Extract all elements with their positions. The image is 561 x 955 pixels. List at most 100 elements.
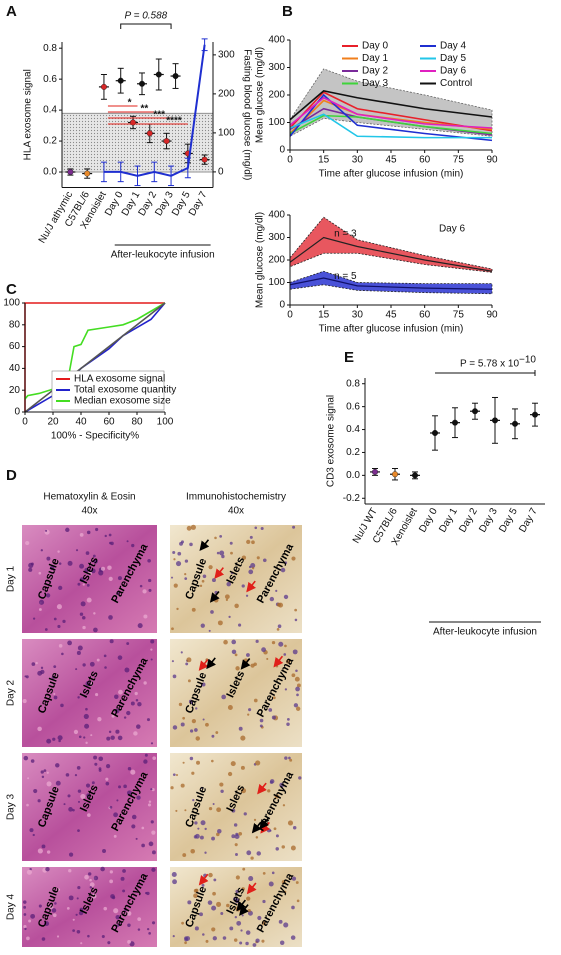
texture <box>231 639 237 645</box>
texture <box>279 782 285 788</box>
texture <box>291 905 295 910</box>
texture <box>171 660 174 663</box>
texture <box>220 789 224 793</box>
texture <box>58 739 61 743</box>
x-tick-label: 15 <box>318 310 330 321</box>
y-tick-label: 0.2 <box>346 447 360 458</box>
texture <box>197 827 200 830</box>
texture <box>24 675 27 678</box>
texture <box>115 729 120 734</box>
texture <box>26 869 33 875</box>
texture <box>23 913 27 916</box>
texture <box>194 888 199 893</box>
texture <box>118 785 122 789</box>
texture <box>296 683 301 688</box>
texture <box>110 735 115 740</box>
x-tick-label: 90 <box>486 155 498 166</box>
texture <box>93 755 98 760</box>
texture <box>295 881 299 884</box>
dot <box>84 170 91 177</box>
texture <box>58 644 63 648</box>
texture <box>275 847 279 851</box>
texture <box>137 701 142 707</box>
texture <box>294 608 298 612</box>
texture <box>40 669 45 675</box>
texture <box>49 580 52 583</box>
texture <box>37 848 43 854</box>
y-tick-label: 60 <box>9 341 21 352</box>
panel-label: E <box>344 349 354 366</box>
texture <box>28 919 32 923</box>
texture <box>180 651 183 654</box>
legend-label: Day 6 <box>440 66 467 77</box>
texture <box>227 705 233 710</box>
texture <box>210 610 214 614</box>
band <box>289 270 493 295</box>
texture <box>172 550 176 555</box>
texture <box>127 940 131 944</box>
texture <box>250 563 256 569</box>
texture <box>145 891 148 895</box>
line <box>289 96 493 129</box>
dot <box>67 169 74 176</box>
texture <box>189 729 194 733</box>
texture <box>278 919 283 924</box>
texture <box>93 612 96 615</box>
micrograph: Capsule Islets Parenchyma <box>170 753 302 861</box>
texture <box>284 890 287 894</box>
line <box>24 302 166 413</box>
group-label: After-leukocyte infusion <box>111 250 215 261</box>
micrograph: Capsule Islets Parenchyma <box>22 639 157 747</box>
texture <box>40 666 44 670</box>
x-tick-label: Day 3 <box>477 506 500 535</box>
texture <box>56 604 62 610</box>
y-tick-label: 0.4 <box>43 105 57 116</box>
line <box>24 302 166 400</box>
texture <box>100 566 106 571</box>
texture <box>92 554 96 558</box>
texture <box>219 550 225 556</box>
texture <box>248 708 252 712</box>
texture <box>246 850 252 856</box>
texture <box>259 718 264 723</box>
texture <box>38 608 42 611</box>
texture <box>148 588 152 592</box>
texture <box>123 784 127 789</box>
texture <box>172 674 177 679</box>
dot <box>492 417 499 424</box>
legend-label: Day 1 <box>362 53 389 64</box>
texture <box>32 833 35 837</box>
texture <box>228 615 231 618</box>
texture <box>253 698 258 703</box>
texture <box>251 540 255 545</box>
texture <box>131 824 136 829</box>
significance-label: **** <box>166 116 182 127</box>
texture <box>278 641 284 647</box>
texture <box>113 834 117 838</box>
texture <box>187 900 192 905</box>
texture <box>286 722 290 727</box>
texture <box>41 937 46 941</box>
texture <box>76 650 81 655</box>
x-tick-label: 40 <box>75 417 87 428</box>
texture <box>116 591 120 596</box>
texture <box>284 756 288 760</box>
row-label: Day 4 <box>6 894 17 921</box>
texture <box>118 922 121 925</box>
texture <box>171 627 174 631</box>
texture <box>173 583 178 588</box>
texture <box>148 578 152 583</box>
texture <box>261 647 266 653</box>
y-tick-label: 0.4 <box>346 424 360 435</box>
texture <box>54 902 57 905</box>
texture <box>65 773 70 777</box>
texture <box>269 596 275 602</box>
texture <box>51 675 55 679</box>
texture <box>196 760 201 765</box>
texture <box>72 918 75 921</box>
dot <box>201 156 208 163</box>
texture <box>189 542 193 547</box>
texture <box>234 653 238 657</box>
texture <box>148 932 151 935</box>
texture <box>74 773 78 777</box>
